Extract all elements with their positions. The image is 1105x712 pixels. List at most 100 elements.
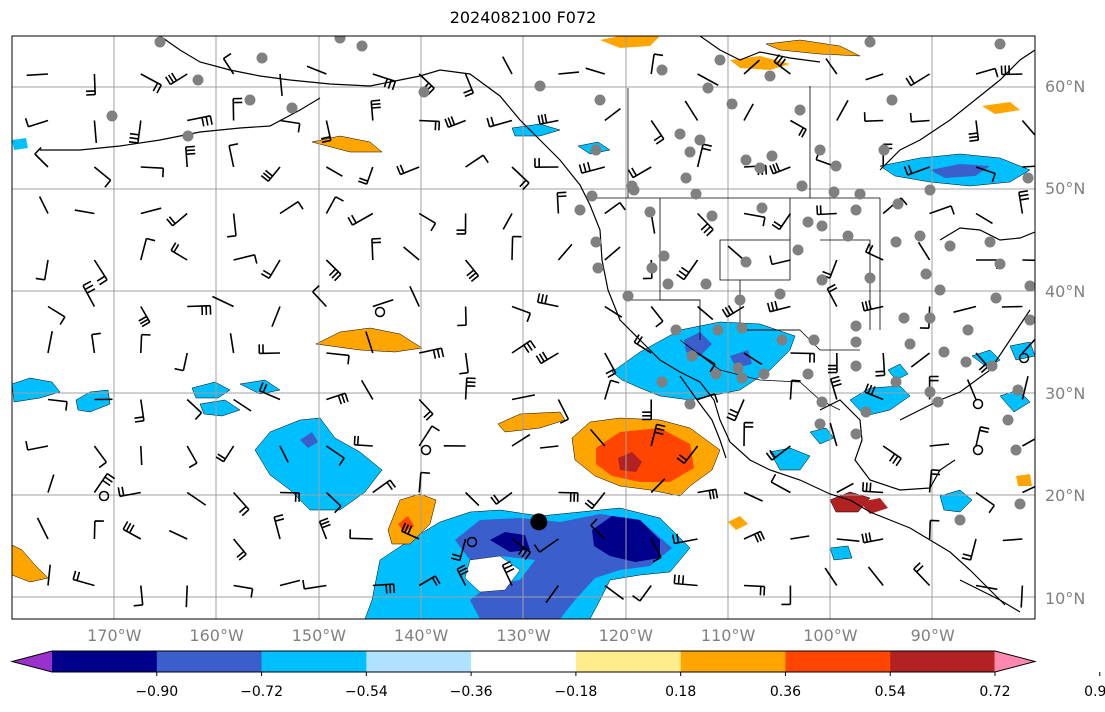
wind-barb <box>186 445 198 469</box>
gridlines <box>12 36 1035 619</box>
wind-barb <box>604 201 626 215</box>
calm-circles <box>98 306 1030 548</box>
wind-barb <box>501 56 513 75</box>
wind-barb <box>862 482 884 494</box>
station-dot <box>864 36 876 48</box>
station-dot <box>850 428 862 440</box>
wind-barb <box>419 347 445 359</box>
lon-label: 140°W <box>394 626 449 645</box>
wind-barb <box>829 422 838 447</box>
station-dot <box>192 74 204 86</box>
wind-barb <box>396 164 420 176</box>
colorbar-outline <box>10 650 1037 673</box>
wind-barb <box>743 491 763 502</box>
wind-barb <box>419 119 441 131</box>
wind-barb <box>212 295 234 308</box>
wind-barb <box>1022 438 1035 447</box>
station-dot <box>690 188 702 200</box>
lat-label: 30°N <box>1045 383 1086 403</box>
station-dot <box>534 80 546 92</box>
wind-barb <box>789 379 801 400</box>
wind-barb <box>511 433 531 447</box>
wind-barb <box>511 394 536 401</box>
wind-barb <box>233 491 250 517</box>
station-dot <box>656 64 668 76</box>
station-dot <box>828 186 840 198</box>
wind-barb <box>74 209 95 215</box>
station-dot <box>938 346 950 358</box>
wind-barb <box>326 392 349 405</box>
lat-label: 50°N <box>1045 179 1086 199</box>
station-dot <box>286 102 298 114</box>
wind-barb <box>1021 119 1035 136</box>
wind-barb <box>684 100 699 121</box>
lon-label: 110°W <box>700 626 756 645</box>
wind-barb <box>743 103 754 121</box>
station-dot <box>710 368 722 380</box>
station-dot <box>646 262 658 274</box>
wind-barb <box>279 579 301 587</box>
wind-barb <box>372 583 396 594</box>
wind-barb <box>578 161 606 174</box>
wind-barb <box>370 99 381 121</box>
wind-barb <box>140 166 165 178</box>
station-dot <box>924 312 936 324</box>
station-dot <box>814 144 826 156</box>
wind-barb <box>534 158 559 168</box>
wind-barb <box>444 116 466 128</box>
wind-barb <box>117 486 141 498</box>
station-dot <box>802 368 814 380</box>
wind-barb <box>650 306 664 328</box>
wind-barb <box>93 445 108 469</box>
colorbar-tick-label: 0.54 <box>874 684 906 700</box>
wind-barb <box>450 538 467 562</box>
wind-barb <box>790 535 810 540</box>
wind-barb <box>501 560 515 586</box>
wind-barb <box>1001 305 1023 308</box>
wind-barb <box>260 259 281 279</box>
station-dot <box>954 514 966 526</box>
wind-barb <box>47 474 55 493</box>
colorbar-segment <box>156 651 263 672</box>
station-dot <box>1014 498 1026 510</box>
wind-barb <box>353 435 373 447</box>
wind-barb <box>418 575 441 587</box>
wind-barb <box>349 529 373 540</box>
wind-barb <box>632 585 652 602</box>
station-dot <box>860 406 872 418</box>
wind-barb <box>365 331 374 354</box>
wind-barb <box>781 585 792 606</box>
colorbar-tick-label: −0.18 <box>554 684 598 700</box>
station-dot <box>864 272 876 284</box>
wind-barb <box>229 333 235 354</box>
wind-barb <box>766 300 791 313</box>
wind-barb <box>418 212 437 232</box>
wind-barb <box>38 196 49 214</box>
wind-barb <box>975 491 995 514</box>
wind-barb <box>905 73 931 87</box>
station-dot <box>934 284 946 296</box>
wind-barb <box>743 530 766 543</box>
wind-barb <box>409 285 420 307</box>
wind-barb <box>769 162 791 175</box>
wind-barb <box>771 213 792 231</box>
wind-barb <box>590 518 606 540</box>
station-dot <box>890 236 902 248</box>
station-dot <box>794 104 806 116</box>
station-dot <box>256 52 268 64</box>
storm-center-marker <box>530 513 548 531</box>
station-dot <box>774 288 786 300</box>
station-dot <box>932 396 944 408</box>
wind-barb <box>93 472 116 493</box>
wind-barb <box>1022 259 1035 262</box>
station-dot <box>792 244 804 256</box>
colorbar-tick-label: 0.18 <box>665 684 697 700</box>
wind-barb <box>975 584 998 591</box>
wind-barb <box>35 259 49 281</box>
wind-barb <box>903 164 930 176</box>
station-dot <box>850 360 862 372</box>
wind-barb <box>168 529 188 540</box>
wind-barb <box>279 119 301 133</box>
wind-barb <box>24 117 49 128</box>
wind-barb <box>34 147 49 168</box>
